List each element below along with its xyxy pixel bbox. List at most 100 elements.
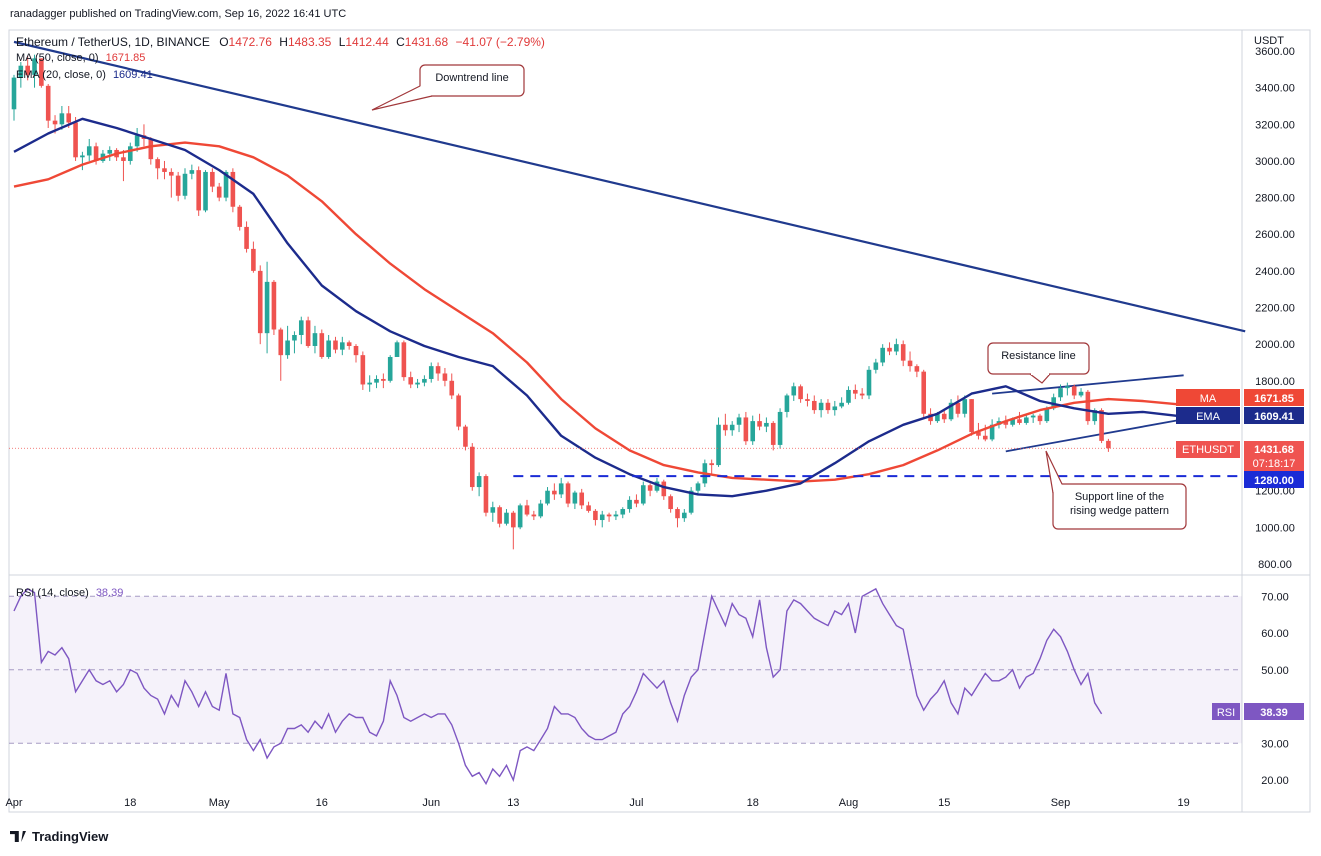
ma-legend-value: 1671.85 — [105, 52, 146, 64]
rsi-line — [13, 587, 1103, 786]
time-tick-label: 19 — [1178, 797, 1190, 809]
ohlc-open-label: O — [219, 35, 229, 49]
candle-body — [552, 490, 557, 495]
candle-body — [298, 320, 304, 335]
ema-badge-tag-bg — [1176, 407, 1240, 424]
support-callout-text: rising wedge pattern — [1070, 505, 1169, 517]
time-tick-label: 18 — [747, 797, 759, 809]
price-tick-label: 1000.00 — [1255, 522, 1295, 534]
candle-body — [1106, 440, 1111, 449]
candle-body — [469, 446, 475, 488]
candle-body — [1065, 386, 1070, 389]
price-tick-label: 2800.00 — [1255, 193, 1295, 205]
candle-body — [381, 378, 386, 381]
candle-body — [39, 58, 44, 86]
resistance-line — [992, 374, 1184, 395]
time-axis: Apr 18 May 16 Jun 13 Jul 18 Aug 15 Sep 19 — [5, 797, 1189, 809]
tradingview-logo[interactable]: TradingView — [10, 829, 108, 844]
candle-body — [606, 514, 612, 517]
candle-body — [66, 113, 72, 123]
ohlc-close-label: C — [396, 35, 405, 49]
candle-body — [169, 171, 174, 176]
candlesticks — [11, 54, 1111, 550]
candle-body — [791, 386, 797, 396]
candle-body — [880, 347, 885, 363]
candle-body — [353, 345, 359, 356]
candle-body — [572, 492, 578, 504]
candle-body — [1058, 388, 1063, 398]
candle-body — [668, 496, 673, 510]
candle-body — [497, 507, 502, 524]
rsi-legend-value: 38.39 — [95, 587, 124, 599]
candle-body — [1010, 419, 1015, 425]
candle-body — [155, 159, 160, 169]
candle-body — [969, 399, 974, 433]
candle-body — [1085, 391, 1091, 422]
time-tick-label: 13 — [507, 797, 519, 809]
candle-body — [627, 499, 632, 510]
rsi-legend[interactable]: RSI (14, close) 38.39 — [16, 587, 123, 599]
price-tick-label: 3400.00 — [1255, 83, 1295, 95]
candle-body — [326, 340, 331, 357]
candle-body — [675, 509, 680, 519]
candle-body — [757, 421, 762, 427]
wedge-support-line — [1005, 418, 1184, 453]
publisher-line: ranadagger published on TradingView.com,… — [10, 8, 347, 20]
candle-body — [723, 424, 728, 431]
candle-body — [640, 485, 646, 504]
candle-body — [456, 395, 461, 427]
candle-body — [613, 514, 619, 517]
price-tick-label: 800.00 — [1258, 559, 1292, 571]
candle-body — [750, 421, 756, 442]
candle-body — [1099, 410, 1104, 441]
candle-body — [825, 402, 831, 411]
candle-body — [545, 490, 550, 504]
ma-legend[interactable]: MA (50, close, 0) 1671.85 — [16, 52, 145, 64]
candle-body — [955, 402, 961, 414]
candle-body — [1037, 415, 1043, 422]
candle-body — [805, 399, 810, 401]
support-callout-text: Support line of the — [1075, 491, 1164, 503]
candle-body — [1078, 391, 1084, 396]
candle-body — [634, 499, 639, 504]
ema-legend[interactable]: EMA (20, close, 0) 1609.41 — [16, 69, 153, 81]
annotations: Downtrend line Resistance line Support lin… — [371, 64, 1187, 530]
time-tick-label: 16 — [316, 797, 328, 809]
candle-body — [264, 281, 270, 334]
candle-body — [764, 422, 769, 427]
price-tick-label: 3200.00 — [1255, 119, 1295, 131]
ohlc-open: 1472.76 — [228, 35, 272, 49]
rsi-badge-tag-bg — [1212, 703, 1240, 720]
currency-label: USDT — [1254, 35, 1284, 47]
candle-body — [599, 514, 605, 521]
candle-body — [257, 270, 263, 334]
rsi-badge-value-bg — [1244, 703, 1304, 720]
ema-legend-value: 1609.41 — [112, 69, 153, 81]
candle-body — [511, 512, 516, 528]
candle-body — [182, 173, 188, 196]
candle-body — [80, 155, 85, 158]
price-tick-label: 2400.00 — [1255, 266, 1295, 278]
ma-50-line — [13, 141, 1177, 483]
candle-body — [558, 483, 564, 495]
candle-body — [107, 149, 113, 154]
candle-body — [435, 366, 441, 374]
ma-badge-tag: MA — [1200, 393, 1217, 405]
ohlc-change: −41.07 (−2.79%) — [455, 35, 545, 49]
candle-body — [565, 483, 571, 504]
candle-body — [873, 362, 879, 370]
candle-body — [59, 113, 65, 125]
price-badge-value-bg — [1244, 441, 1304, 471]
candle-body — [586, 505, 591, 511]
candle-body — [476, 476, 482, 488]
ema-badge-value: 1609.41 — [1254, 411, 1294, 423]
candle-body — [401, 342, 407, 378]
time-tick-label: Aug — [839, 797, 859, 809]
candle-body — [853, 389, 858, 394]
candle-body — [463, 426, 468, 447]
trendlines — [13, 40, 1246, 453]
candle-body — [647, 485, 653, 491]
candle-body — [203, 171, 208, 211]
